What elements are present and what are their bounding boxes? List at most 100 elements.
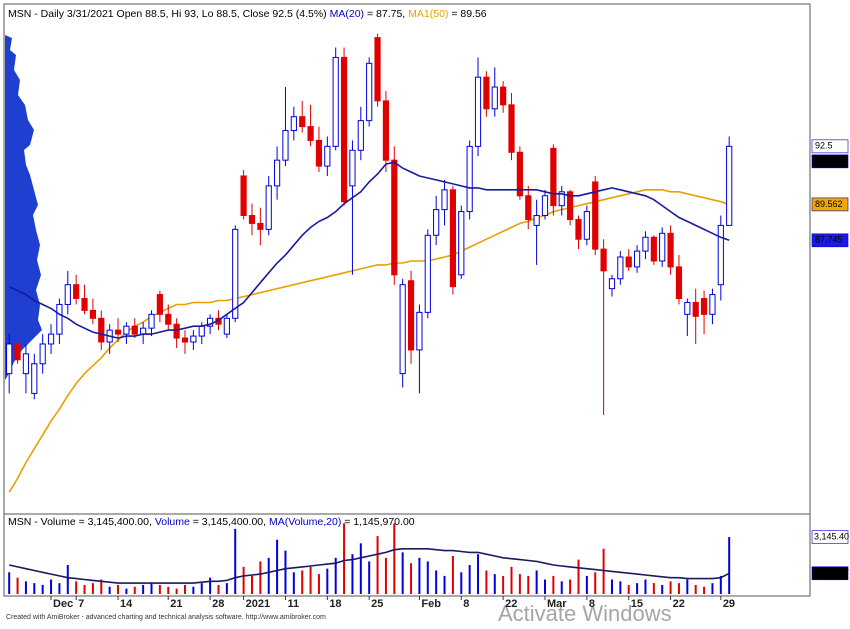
candle-body <box>114 329 122 335</box>
volume-ma-legend-value: = 1,145,970.00 <box>341 516 414 528</box>
legend-ma50: MA1(50) <box>408 8 448 20</box>
x-tick-label: 21 <box>170 598 182 610</box>
candle-body <box>307 126 314 141</box>
candle-body <box>81 298 88 311</box>
x-tick-label: 2021 <box>246 598 270 610</box>
x-tick-label: 29 <box>723 598 735 610</box>
price-title: MSN - Daily 3/31/2021 Open 88.5, Hi 93, … <box>8 8 487 20</box>
candle-body <box>349 149 356 187</box>
volume-ma-legend: MA(Volume,20) <box>269 516 341 528</box>
axis-value-label: 89.562 <box>815 199 843 209</box>
ma-line <box>9 548 730 584</box>
legend-ma20: MA(20) <box>330 8 364 20</box>
candle-body <box>248 215 256 224</box>
footer: Created with AmiBroker - advanced charti… <box>6 614 326 621</box>
candle-body <box>198 325 205 337</box>
candle-body <box>608 278 616 290</box>
candle-body <box>14 343 21 361</box>
candle-body <box>123 325 130 335</box>
axis-value-label: 87.745 <box>815 235 843 245</box>
candle-body <box>483 76 490 110</box>
candle-body <box>525 195 532 220</box>
candle-body <box>633 250 641 268</box>
candle-body <box>491 86 498 110</box>
candle-body <box>165 313 172 325</box>
candle-body <box>617 256 624 280</box>
axis-value-box <box>811 530 849 544</box>
candle-body <box>173 323 180 339</box>
candle-body <box>500 86 507 106</box>
candle-body <box>717 224 724 286</box>
axis-value-box <box>811 566 849 581</box>
volume-pane-frame <box>3 513 811 597</box>
candle-body <box>567 191 574 220</box>
volume-title-text: MSN - Volume = 3,145,400.00, <box>8 516 152 528</box>
candle-body <box>324 145 331 167</box>
candle-body <box>190 335 197 343</box>
candle-body <box>508 104 515 153</box>
candle-body <box>31 363 38 394</box>
candle-body <box>332 56 339 147</box>
candle-body <box>22 353 30 375</box>
candle-body <box>625 256 632 268</box>
volume-profile <box>5 35 42 380</box>
candle-body <box>232 228 239 319</box>
candle-body <box>299 116 306 128</box>
candle-body <box>692 301 699 317</box>
candle-body <box>399 284 406 375</box>
candle-body <box>148 313 155 329</box>
candle-body <box>265 185 272 230</box>
x-tick-label: 7 <box>78 598 84 610</box>
watermark: Activate Windows <box>498 601 672 626</box>
x-tick-label: 8 <box>463 598 469 610</box>
x-tick-label: 18 <box>329 598 341 610</box>
candle-body <box>315 139 323 167</box>
candle-body <box>700 298 708 315</box>
candle-body <box>600 248 607 272</box>
candle-body <box>357 120 364 151</box>
volume-title: MSN - Volume = 3,145,400.00, Volume = 3,… <box>8 516 415 528</box>
axis-value-box <box>811 197 849 212</box>
x-tick-label: 15 <box>631 598 643 610</box>
candle-body <box>474 76 482 147</box>
x-tick-label: Mar <box>547 598 567 610</box>
axis-value-box <box>811 154 849 169</box>
candle-body <box>382 100 390 161</box>
x-tick-label: Feb <box>421 598 441 610</box>
candle-body <box>240 175 247 217</box>
candle-body <box>424 234 431 313</box>
candle-body <box>340 56 348 203</box>
x-tick-label: 14 <box>120 598 133 610</box>
candle-body <box>156 294 163 315</box>
candle-body <box>56 303 63 335</box>
candle-body <box>441 189 448 211</box>
candle-body <box>181 337 189 343</box>
axis-value-label: 1,145.97 <box>814 568 849 578</box>
candle-body <box>366 62 373 122</box>
candle-body <box>541 195 549 217</box>
candle-body <box>449 189 457 288</box>
candle-body <box>223 317 230 335</box>
axis-value-label: 92.5 <box>815 156 833 166</box>
candle-body <box>374 37 381 102</box>
volume-legend: Volume <box>155 516 190 528</box>
candle-body <box>131 325 138 335</box>
candle-body <box>407 280 415 351</box>
candle-body <box>433 209 440 236</box>
candle-body <box>273 159 281 187</box>
candle-body <box>98 317 105 343</box>
x-tick-label: 8 <box>589 598 595 610</box>
candle-body <box>257 222 264 230</box>
x-tick-label: 22 <box>505 598 517 610</box>
candle-body <box>550 147 557 207</box>
candle-body <box>47 333 55 345</box>
candle-body <box>89 309 97 319</box>
x-tick-label: Dec <box>53 598 73 610</box>
x-tick-label: 28 <box>212 598 224 610</box>
candle-body <box>516 151 523 197</box>
candle-body <box>466 145 473 213</box>
legend-ma20-value: = 87.75, <box>364 8 405 20</box>
candle-body <box>592 181 599 250</box>
candle-body <box>458 211 465 276</box>
